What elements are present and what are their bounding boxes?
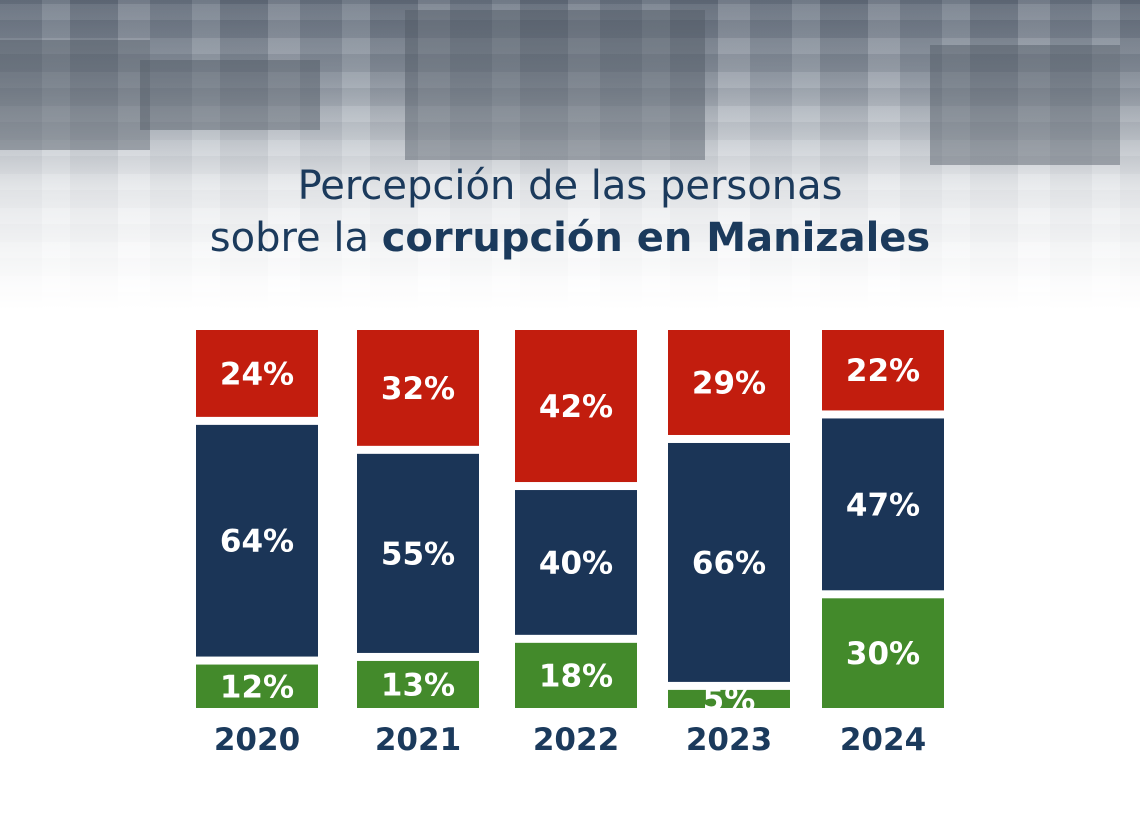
- building-shape: [0, 40, 150, 150]
- data-label-top-2020: 24%: [220, 356, 294, 392]
- data-label-middle-2022: 40%: [539, 545, 613, 581]
- bar-middle-2024: [822, 418, 944, 591]
- bar-bottom-2022: [515, 642, 637, 708]
- year-label-2021: 2021: [375, 722, 461, 758]
- bar-top-2021: [357, 330, 479, 446]
- city-background-photo: [0, 0, 1140, 310]
- bar-bottom-2021: [357, 660, 479, 708]
- data-label-middle-2024: 47%: [846, 487, 920, 523]
- bar-middle-2023: [668, 442, 790, 682]
- data-label-bottom-2024: 30%: [846, 636, 920, 672]
- bar-top-2023: [668, 330, 790, 435]
- bar-bottom-2020: [196, 664, 318, 708]
- bar-middle-2020: [196, 424, 318, 657]
- data-label-top-2024: 22%: [846, 353, 920, 389]
- bar-bottom-2023: [668, 689, 790, 708]
- page-title: Percepción de las personas sobre la corr…: [0, 160, 1140, 264]
- building-shape: [930, 45, 1120, 165]
- year-label-2022: 2022: [533, 722, 619, 758]
- data-label-middle-2023: 66%: [692, 545, 766, 581]
- data-label-bottom-2020: 12%: [220, 669, 294, 705]
- title-line-1: Percepción de las personas: [297, 163, 843, 209]
- bar-top-2022: [515, 330, 637, 483]
- bar-middle-2022: [515, 490, 637, 635]
- data-label-middle-2020: 64%: [220, 524, 294, 560]
- year-label-2023: 2023: [686, 722, 772, 758]
- building-shape: [140, 60, 320, 130]
- data-label-bottom-2022: 18%: [539, 658, 613, 694]
- bar-bottom-2024: [822, 598, 944, 708]
- data-label-bottom-2021: 13%: [381, 667, 455, 703]
- bar-middle-2021: [357, 453, 479, 653]
- chart-labels: 24% 64% 12% 2020 32% 55% 13% 2021 42% 40% 18% 2022 2…: [214, 353, 926, 758]
- bar-top-2024: [822, 330, 944, 411]
- building-shape: [405, 10, 705, 160]
- data-label-top-2022: 42%: [539, 389, 613, 425]
- data-label-top-2021: 32%: [381, 371, 455, 407]
- data-label-bottom-2023: 5%: [703, 682, 756, 718]
- title-line-2-regular: sobre la: [209, 215, 369, 261]
- year-label-2024: 2024: [840, 722, 926, 758]
- title-line-2-bold: corrupción en Manizales: [381, 215, 931, 261]
- year-label-2020: 2020: [214, 722, 300, 758]
- data-label-middle-2021: 55%: [381, 536, 455, 572]
- chart-bars: [196, 330, 944, 708]
- bar-top-2020: [196, 330, 318, 417]
- data-label-top-2023: 29%: [692, 365, 766, 401]
